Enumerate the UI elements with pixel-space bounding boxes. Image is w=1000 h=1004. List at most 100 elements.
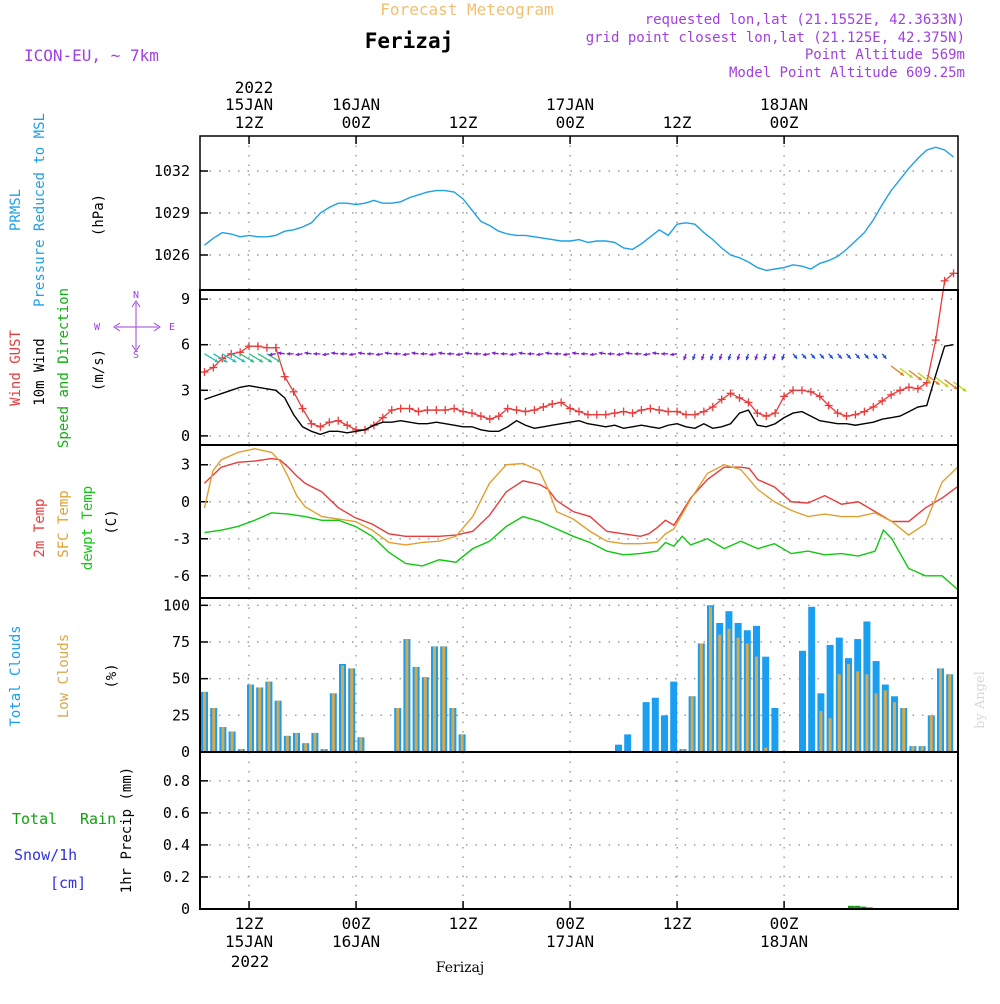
wind-arrow-head: [781, 356, 785, 361]
gust-marker: [236, 348, 245, 357]
wind-arrow-head: [820, 354, 824, 359]
wind-arrow-head: [277, 351, 282, 356]
low-cloud-bar: [359, 737, 363, 752]
label-prmsl: PRMSL: [8, 189, 24, 231]
gust-marker: [343, 421, 352, 430]
bottom-hour-label: 00Z: [556, 914, 585, 933]
bottom-hour-label: 00Z: [342, 914, 371, 933]
wind-arrow-head: [908, 374, 913, 378]
low-cloud-bar: [285, 735, 289, 752]
wind-arrow-head: [772, 356, 777, 361]
gust-marker: [699, 407, 708, 416]
pressure-labels: PRMSL Pressure Reduced to MSL (hPa): [8, 113, 107, 307]
gust-marker: [628, 409, 637, 418]
label-dewpt-temp: dewpt Temp: [80, 486, 96, 570]
wind-arrow-head: [295, 352, 300, 357]
gust-marker: [494, 412, 503, 421]
label-rain: Rain: [80, 810, 116, 828]
y-tick-label: 75: [172, 633, 190, 651]
gust-marker: [378, 413, 387, 422]
year-top: 2022: [235, 78, 274, 97]
low-cloud-bar: [736, 637, 740, 752]
wind-arrow-head: [701, 356, 705, 361]
total-cloud-bar: [642, 702, 650, 752]
wind-arrow-head: [811, 354, 816, 359]
low-cloud-bar: [902, 708, 906, 752]
wind-arrow-head: [846, 354, 851, 359]
y-tick-label: 0.6: [163, 804, 190, 822]
gust-marker: [619, 407, 628, 416]
wind-arrow-head: [402, 352, 407, 357]
y-tick-label: 0: [181, 743, 190, 761]
top-date-label: 16JAN: [332, 95, 380, 114]
panel-frame: [199, 751, 959, 910]
gust-marker: [806, 387, 815, 396]
top-hour-label: 00Z: [342, 113, 371, 132]
wind-line: [204, 344, 954, 436]
low-cloud-bar: [709, 606, 712, 752]
wind-arrow-head: [232, 358, 237, 363]
wind-arrow-head: [899, 371, 904, 376]
wind-arrow-head: [259, 358, 264, 363]
label-celsius: (C): [104, 509, 120, 534]
y-tick-label: -6: [172, 567, 190, 585]
low-cloud-bar: [203, 691, 206, 752]
low-cloud-bar: [442, 646, 446, 752]
y-tick-label: 3: [181, 456, 190, 474]
wind-arrow-head: [509, 352, 514, 357]
label-low-clouds: Low Clouds: [56, 634, 72, 718]
bottom-date-label: 15JAN: [225, 932, 273, 951]
label-ms: (m/s): [91, 349, 107, 391]
y-tick-label: 0: [181, 900, 190, 918]
gust-marker: [209, 363, 218, 372]
cloud-labels: Total Clouds Low Clouds (%): [8, 625, 120, 726]
wind-arrow-head: [456, 352, 460, 357]
total-cloud-bar: [762, 656, 770, 752]
wind-arrow-head: [438, 351, 442, 356]
wind-arrow-head: [429, 352, 434, 357]
wind-arrow-head: [357, 351, 362, 356]
gust-marker: [271, 343, 280, 352]
low-cloud-bar: [893, 702, 896, 752]
wind-arrow-head: [518, 351, 523, 356]
wind-arrow-head: [375, 352, 380, 357]
gust-marker: [833, 409, 842, 418]
total-cloud-bar: [661, 715, 668, 752]
bottom-hour-label: 00Z: [770, 914, 799, 933]
wind-arrow-head: [727, 356, 732, 361]
low-cloud-bar: [745, 643, 749, 752]
gust-marker: [530, 406, 539, 415]
bottom-date-label: 17JAN: [546, 932, 594, 951]
gust-marker: [896, 386, 905, 395]
top-hour-label: 00Z: [556, 113, 585, 132]
total-cloud-bar: [771, 708, 779, 752]
wind-arrow-head: [223, 358, 228, 363]
y-tick-label: 50: [172, 670, 190, 688]
wind-arrow-head: [214, 358, 219, 363]
gust-marker: [771, 409, 780, 418]
gust-marker: [423, 406, 432, 415]
wind-arrow-head: [313, 351, 317, 356]
y-tick-label: 100: [163, 596, 190, 614]
bottom-date-label: 18JAN: [760, 932, 808, 951]
low-cloud-bar: [341, 665, 344, 752]
wind-arrow-head: [855, 354, 860, 359]
wind-arrow-head: [873, 354, 878, 359]
wind-arrow-head: [366, 351, 371, 356]
low-cloud-bar: [313, 732, 317, 752]
low-cloud-bar: [856, 671, 860, 752]
y-tick-label: 1026: [154, 246, 190, 264]
wind-arrow-head: [491, 351, 496, 356]
wind-labels: Wind GUST 10m Wind Speed and Direction (…: [8, 288, 175, 448]
gust-marker: [459, 407, 468, 416]
y-tick-label: 1032: [154, 162, 190, 180]
label-percent: (%): [104, 663, 120, 688]
year-bottom: 2022: [231, 952, 270, 971]
wind-arrow-head: [670, 352, 674, 357]
top-hour-label: 12Z: [449, 113, 478, 132]
gust-marker: [583, 410, 592, 419]
low-cloud-bar: [828, 718, 832, 752]
gust-marker: [316, 422, 325, 431]
bottom-date-label: 16JAN: [332, 932, 380, 951]
